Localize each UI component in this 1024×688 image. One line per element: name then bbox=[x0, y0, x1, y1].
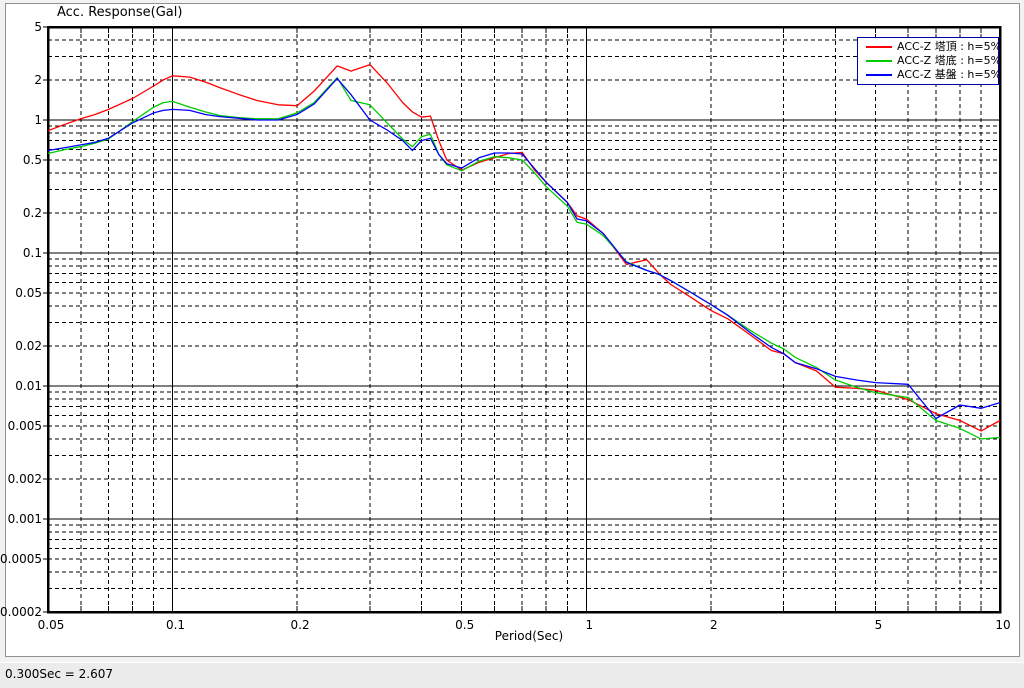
y-tick-label: 0.2 bbox=[23, 206, 42, 220]
y-tick-label: 0.0002 bbox=[0, 605, 42, 619]
y-tick-label: 0.1 bbox=[23, 246, 42, 260]
y-tick-label: 0.02 bbox=[15, 339, 42, 353]
y-tick-label: 0.002 bbox=[8, 472, 42, 486]
y-tick-label: 0.0005 bbox=[0, 552, 42, 566]
x-tick-label: 10 bbox=[995, 618, 1010, 632]
legend-item-label: ACC-Z 基盤 : h=5% bbox=[897, 68, 1002, 81]
y-tick-label: 0.001 bbox=[8, 512, 42, 526]
x-tick-label: 0.1 bbox=[166, 618, 185, 632]
x-tick-label: 1 bbox=[585, 618, 593, 632]
legend-item-label: ACC-Z 塔底 : h=5% bbox=[897, 54, 1002, 67]
y-tick-label: 0.05 bbox=[15, 286, 42, 300]
y-tick-label: 0.01 bbox=[15, 379, 42, 393]
legend-line-sample-icon bbox=[866, 74, 892, 76]
status-bar: 0.300Sec = 2.607 bbox=[0, 662, 1024, 688]
y-tick-label: 0.005 bbox=[8, 419, 42, 433]
x-tick-label: 0.2 bbox=[291, 618, 310, 632]
series-line-2 bbox=[47, 77, 1001, 420]
y-tick-label: 0.5 bbox=[23, 153, 42, 167]
x-tick-label: 0.05 bbox=[38, 618, 65, 632]
y-tick-label: 2 bbox=[34, 73, 42, 87]
legend: ACC-Z 塔頂 : h=5% ACC-Z 塔底 : h=5% ACC-Z 基盤 :… bbox=[857, 37, 1002, 85]
legend-item-2: ACC-Z 基盤 : h=5% bbox=[858, 68, 1002, 82]
chart-title: Acc. Response(Gal) bbox=[57, 5, 183, 20]
response-spectrum-plot[interactable]: 5 2 1 0.5 0.2 0.1 0.05 0.02 0.01 0.005 0.002 0.001 0… bbox=[0, 0, 1024, 655]
y-tick-label: 5 bbox=[34, 20, 42, 34]
legend-item-1: ACC-Z 塔底 : h=5% bbox=[858, 54, 1002, 68]
legend-line-sample-icon bbox=[866, 60, 892, 62]
plot-area[interactable] bbox=[48, 27, 1000, 612]
legend-item-label: ACC-Z 塔頂 : h=5% bbox=[897, 40, 1002, 53]
x-tick-label: 0.5 bbox=[455, 618, 474, 632]
x-axis-title: Period(Sec) bbox=[494, 629, 564, 643]
legend-item-0: ACC-Z 塔頂 : h=5% bbox=[858, 40, 1002, 54]
y-tick-label: 1 bbox=[34, 113, 42, 127]
x-tick-label: 5 bbox=[875, 618, 883, 632]
status-readout: 0.300Sec = 2.607 bbox=[5, 667, 113, 681]
legend-line-sample-icon bbox=[866, 46, 892, 48]
series-line-1 bbox=[47, 77, 1001, 440]
x-tick-label: 2 bbox=[710, 618, 718, 632]
plot-border bbox=[46, 25, 1002, 614]
